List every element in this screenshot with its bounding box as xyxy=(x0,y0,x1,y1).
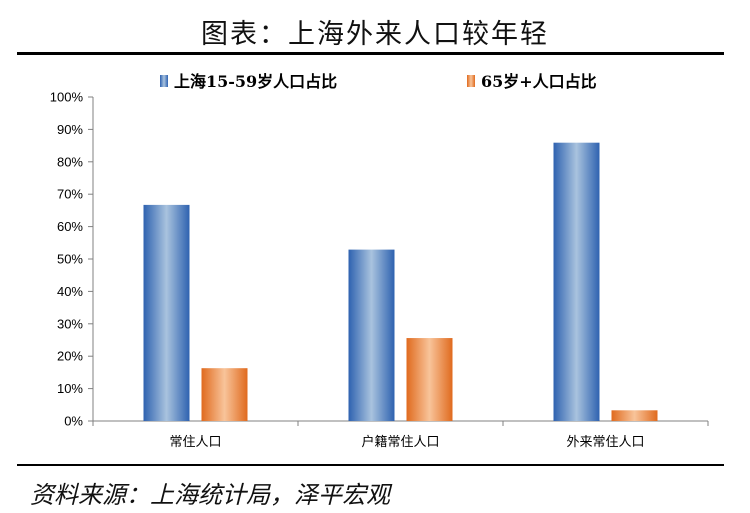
footer-divider xyxy=(17,464,724,466)
x-category-label: 外来常住人口 xyxy=(566,435,644,450)
y-tick-label: 30% xyxy=(57,316,83,331)
y-tick-label: 80% xyxy=(57,154,83,169)
bar-working-age xyxy=(348,249,395,421)
bar-working-age xyxy=(143,204,190,421)
y-axis: 0% 10% 20% 30% 40% 50% 60% 70% 80% 90% 100% xyxy=(50,90,94,429)
y-tick-label: 40% xyxy=(57,284,83,299)
bars xyxy=(143,142,658,421)
page-title: 图表：上海外来人口较年轻 xyxy=(201,19,549,50)
legend: 上海15-59岁人口占比 65岁+人口占比 xyxy=(160,72,597,91)
source-note: 资料来源：上海统计局，泽平宏观 xyxy=(30,481,390,509)
y-tick-label: 60% xyxy=(57,219,83,234)
y-tick-label: 90% xyxy=(57,122,83,137)
bar-chart: 0% 10% 20% 30% 40% 50% 60% 70% 80% 90% 100% 常住人口 户籍… xyxy=(50,72,709,450)
y-tick-label: 70% xyxy=(57,187,83,202)
legend-label: 上海15-59岁人口占比 xyxy=(174,72,337,91)
bar-elderly xyxy=(201,368,248,421)
title-divider xyxy=(17,52,724,55)
bar-working-age xyxy=(553,142,600,421)
legend-swatch xyxy=(467,75,475,87)
y-tick-label: 50% xyxy=(57,252,83,267)
bar-elderly xyxy=(406,338,453,421)
y-tick-label: 0% xyxy=(64,414,83,429)
x-category-label: 常住人口 xyxy=(169,435,221,450)
y-tick-label: 100% xyxy=(50,90,84,105)
y-tick-label: 20% xyxy=(57,349,83,364)
legend-label: 65岁+人口占比 xyxy=(481,72,597,91)
bar-elderly xyxy=(611,410,658,421)
x-axis: 常住人口 户籍常住人口 外来常住人口 xyxy=(92,420,709,450)
x-category-label: 户籍常住人口 xyxy=(361,434,439,450)
legend-swatch xyxy=(160,75,168,87)
y-tick-label: 10% xyxy=(57,381,83,396)
